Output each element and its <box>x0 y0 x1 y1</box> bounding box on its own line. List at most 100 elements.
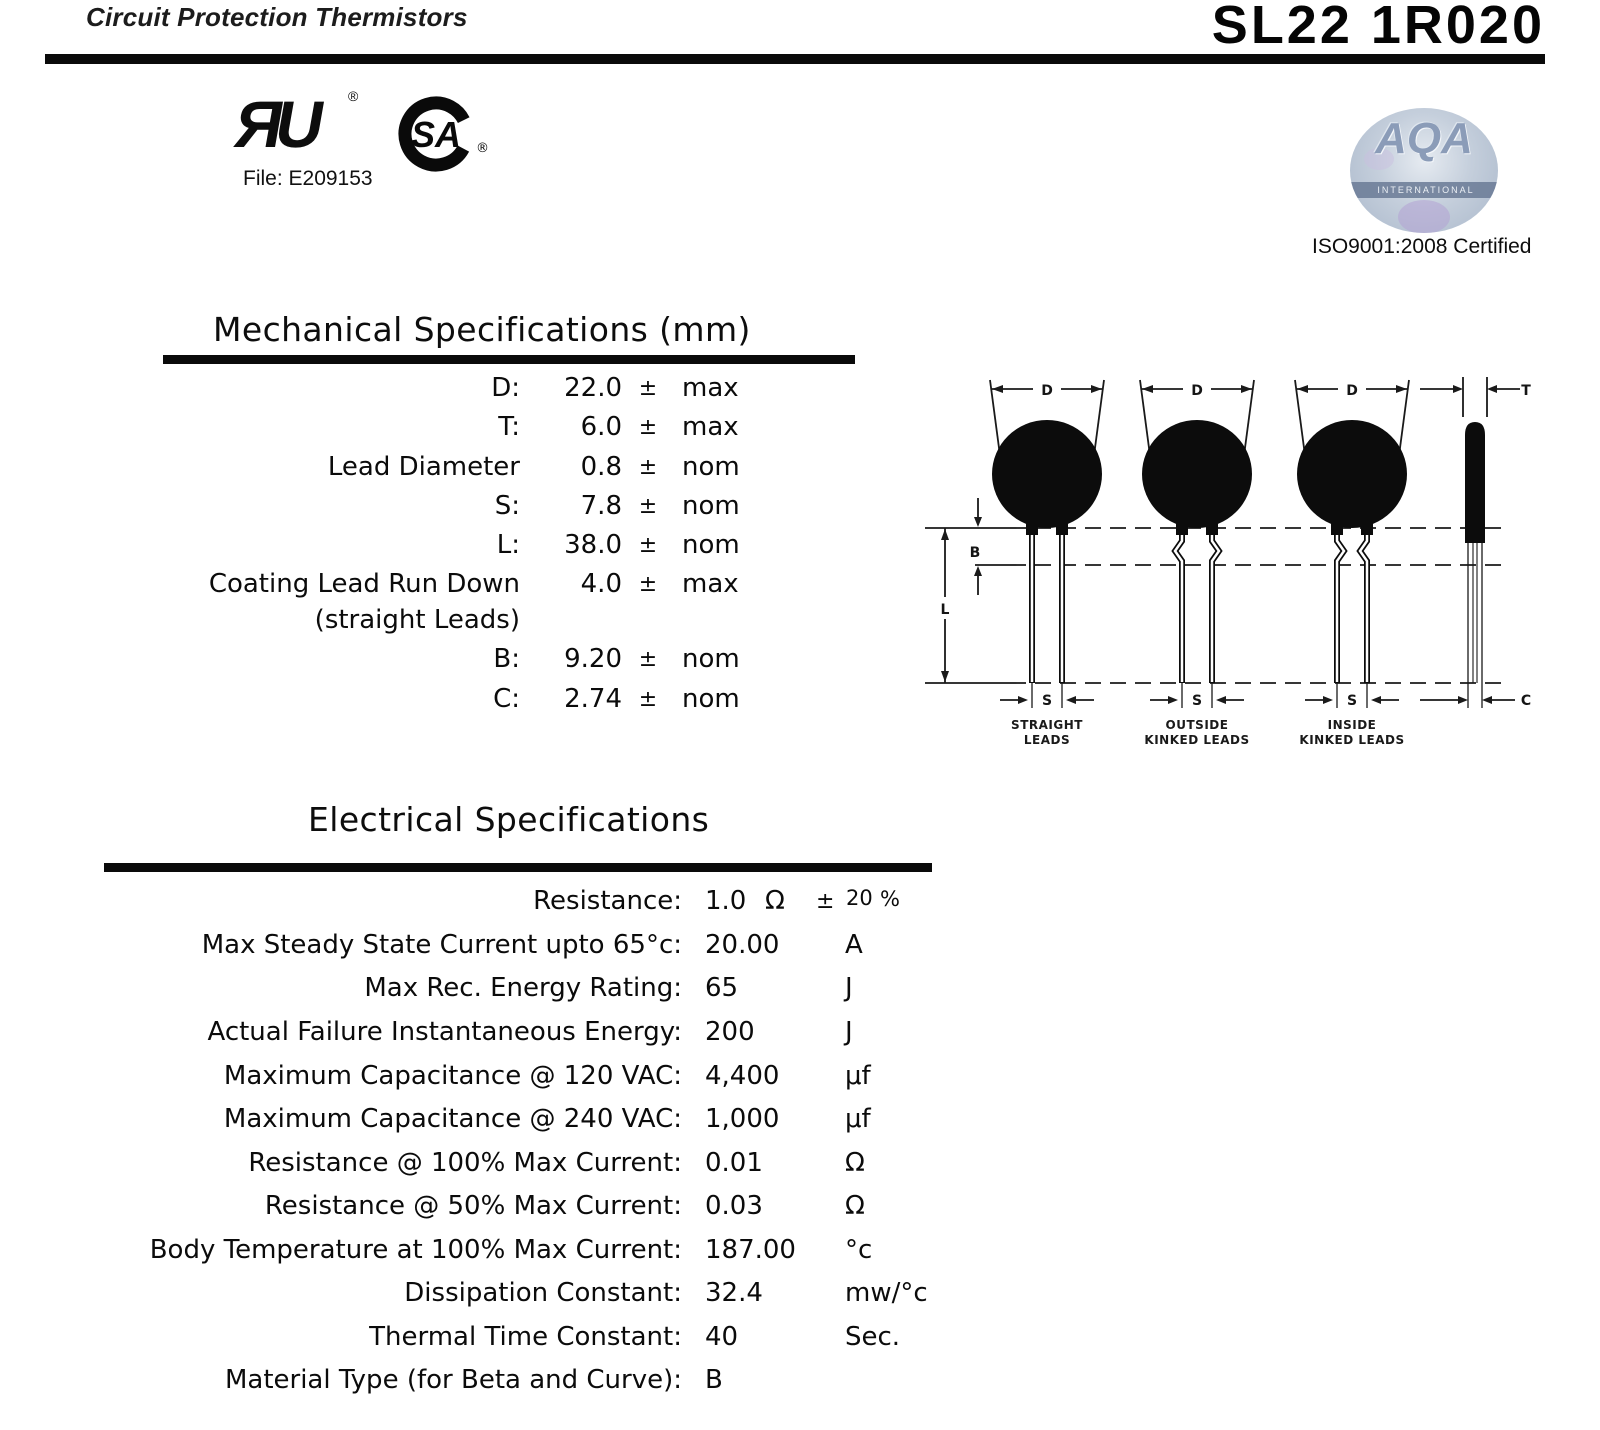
mechanical-spec-table: D: 22.0 ± max T: 6.0 ± max Lead Diam <box>0 369 780 719</box>
spec-qualifier: nom <box>682 644 740 675</box>
spec-value: 22.0 <box>564 373 622 403</box>
spec-qualifier: nom <box>682 530 740 561</box>
spec-qualifier: max <box>682 412 739 443</box>
dimension-label-d: D <box>1346 383 1358 399</box>
spec-qualifier: max <box>682 569 739 600</box>
electrical-section-title: Electrical Specifications <box>308 800 710 839</box>
caption-inside-kinked-leads: INSIDE <box>1328 718 1377 732</box>
electrical-title-underline <box>104 863 932 872</box>
spec-unit: Ω <box>845 1191 865 1222</box>
caption-straight-leads: LEADS <box>1024 733 1070 747</box>
spec-value: 40 <box>705 1321 739 1352</box>
spec-label: C: <box>493 683 520 714</box>
spec-unit: μf <box>845 1060 871 1091</box>
plus-minus-sign: ± <box>638 415 658 441</box>
spec-value: 0.03 <box>705 1191 763 1222</box>
spec-label: Actual Failure Instantaneous Energy: <box>207 1017 682 1048</box>
spec-value: 200 <box>705 1017 755 1048</box>
plus-minus-sign: ± <box>816 889 835 915</box>
plus-minus-sign: ± <box>638 454 658 480</box>
mechanical-spec-row: L: 38.0 ± nom <box>0 526 780 565</box>
spec-value: 9.20 <box>564 644 622 675</box>
spec-label: Coating Lead Run Down (straight Leads) <box>208 569 520 635</box>
mechanical-spec-row: T: 6.0 ± max <box>0 408 780 447</box>
aqa-letters: AQA <box>1375 114 1473 163</box>
caption-outside-kinked-leads: KINKED LEADS <box>1144 733 1249 747</box>
disc-front-views <box>992 420 1407 535</box>
electrical-spec-row: Maximum Capacitance @ 240 VAC: 1,000 μf <box>0 1098 1000 1142</box>
inside-kinked-leads <box>1334 533 1370 683</box>
outside-kinked-leads <box>1171 533 1223 683</box>
globe-patch <box>1364 148 1394 170</box>
electrical-spec-row: Resistance @ 100% Max Current: 0.01 Ω <box>0 1142 1000 1186</box>
electrical-spec-table: Max Steady State Current upto 65°c: 20.0… <box>0 924 1000 1403</box>
spec-value: 187.00 <box>705 1234 796 1265</box>
registered-trademark-icon: ® <box>348 88 359 104</box>
spec-label: Body Temperature at 100% Max Current: <box>149 1234 682 1265</box>
spec-label: Max Steady State Current upto 65°c: <box>201 929 682 960</box>
mechanical-title-underline <box>163 355 855 364</box>
spec-qualifier: nom <box>682 683 740 714</box>
spec-unit: Sec. <box>845 1321 901 1352</box>
dimension-label-d: D <box>1191 383 1203 399</box>
mechanical-spec-row: Lead Diameter 0.8 ± nom <box>0 448 780 487</box>
spec-qualifier: nom <box>682 490 740 521</box>
spec-value: 38.0 <box>564 530 622 561</box>
spec-label: Resistance @ 100% Max Current: <box>248 1147 682 1178</box>
spec-label: Max Rec. Energy Rating: <box>364 973 682 1004</box>
electrical-spec-row: Actual Failure Instantaneous Energy: 200… <box>0 1011 1000 1055</box>
spec-unit: μf <box>845 1104 871 1135</box>
spec-label: D: <box>491 373 520 403</box>
plus-minus-sign: ± <box>638 572 658 598</box>
spec-value: 65 <box>705 973 739 1004</box>
aqa-banner: INTERNATIONAL <box>1350 182 1498 198</box>
electrical-spec-row: Max Steady State Current upto 65°c: 20.0… <box>0 924 1000 968</box>
spec-value: B <box>705 1365 723 1396</box>
dimension-label-s: S <box>1042 693 1052 709</box>
spec-value: 4,400 <box>705 1060 780 1091</box>
csa-mark-icon: SA ® <box>398 96 489 172</box>
electrical-spec-row: Thermal Time Constant: 40 Sec. <box>0 1316 1000 1360</box>
part-number-title: SL22 1R020 <box>1211 0 1545 55</box>
mechanical-spec-row: C: 2.74 ± nom <box>0 680 780 719</box>
disc-front-view <box>1142 420 1252 528</box>
plus-minus-sign: ± <box>638 686 658 712</box>
dimension-label-l: L <box>941 602 950 618</box>
mechanical-spec-row: Coating Lead Run Down (straight Leads) 4… <box>0 565 780 640</box>
tolerance-value: 20 <box>846 886 873 911</box>
iso-certification-caption: ISO9001:2008 Certified <box>1312 235 1532 258</box>
spec-value: 6.0 <box>580 412 622 443</box>
caption-outside-kinked-leads: OUTSIDE <box>1166 718 1229 732</box>
spec-label: Resistance: <box>533 886 682 917</box>
spec-label: Dissipation Constant: <box>404 1278 682 1309</box>
dimension-label-c: C <box>1521 693 1531 709</box>
spec-label: Thermal Time Constant: <box>369 1321 682 1352</box>
electrical-spec-row: Material Type (for Beta and Curve): B <box>0 1359 1000 1403</box>
disc-front-view <box>1297 420 1407 528</box>
csa-letters: SA <box>411 114 461 155</box>
mechanical-spec-row: S: 7.8 ± nom <box>0 487 780 526</box>
percent-sign: % <box>880 887 900 912</box>
mechanical-spec-row: B: 9.20 ± nom <box>0 640 780 679</box>
plus-minus-sign: ± <box>638 376 658 401</box>
spec-label: B: <box>493 644 520 675</box>
dimension-label-d: D <box>1041 383 1053 399</box>
electrical-spec-row: Max Rec. Energy Rating: 65 J <box>0 967 1000 1011</box>
dimension-label-b: B <box>970 545 981 561</box>
plus-minus-sign: ± <box>638 647 658 673</box>
spec-value: 7.8 <box>580 490 622 521</box>
spec-unit: mw/°c <box>845 1278 928 1309</box>
dimension-label-s: S <box>1347 693 1357 709</box>
ohm-unit: Ω <box>765 886 785 917</box>
dimension-label-s: S <box>1192 693 1202 709</box>
mechanical-spec-row: D: 22.0 ± max <box>0 369 780 408</box>
caption-inside-kinked-leads: KINKED LEADS <box>1299 733 1404 747</box>
spec-qualifier: nom <box>682 451 740 482</box>
ul-file-number: File: E209153 <box>243 167 373 190</box>
spec-unit: Ω <box>845 1147 865 1178</box>
spec-unit: J <box>845 1017 853 1048</box>
spec-value: 32.4 <box>705 1278 763 1309</box>
mechanical-dimensions-diagram: D D D T B L S S S C STRAIGHT LEADS OUTSI… <box>925 377 1531 747</box>
header-divider <box>45 54 1545 64</box>
